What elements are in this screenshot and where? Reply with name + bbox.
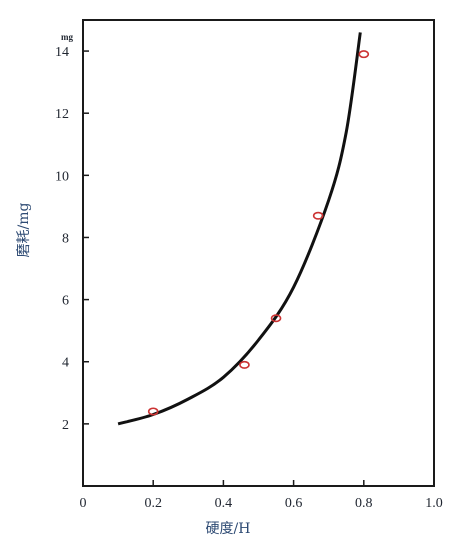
y-tick-label: 2 (62, 418, 69, 433)
data-points (147, 50, 370, 416)
y-tick-label: 6 (62, 294, 69, 309)
x-axis-title: 硬度/H (206, 521, 251, 537)
x-tick-label: 1.0 (425, 496, 443, 511)
y-tick-label: 12 (55, 107, 69, 122)
x-tick-label: 0.6 (285, 496, 303, 511)
x-tick-label: 0.8 (355, 496, 373, 511)
data-point (147, 407, 159, 416)
data-point (312, 211, 324, 220)
data-point (358, 50, 370, 59)
x-tick-label: 0.2 (144, 496, 162, 511)
data-point (239, 360, 250, 369)
x-tick-label: 0.4 (215, 496, 233, 511)
y-tick-label: 4 (62, 356, 69, 371)
y-axis-title: 磨耗/mg (16, 202, 32, 257)
data-point (270, 314, 282, 323)
y-tick-label: 8 (62, 231, 69, 246)
y-unit-label: mg (61, 32, 73, 42)
y-axis-ticks: 2 4 6 8 10 12 14 (55, 45, 89, 433)
x-tick-label: 0 (80, 496, 87, 511)
plot-frame (82, 19, 435, 487)
fit-curve (117, 32, 362, 426)
y-tick-label: 10 (55, 169, 69, 184)
x-axis-ticks: 0 0.2 0.4 0.6 0.8 1.0 (80, 480, 443, 511)
y-tick-label: 14 (55, 45, 69, 60)
